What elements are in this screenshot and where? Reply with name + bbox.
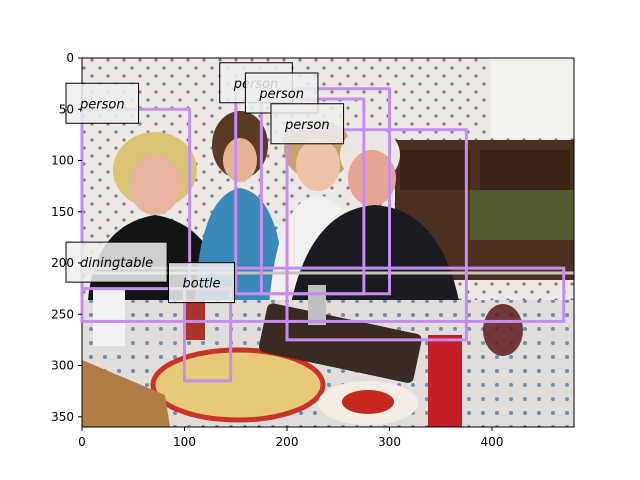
x-axis: 0 100 200 300 400 — [78, 427, 503, 449]
window — [490, 58, 574, 138]
y-tick-label: 0 — [66, 51, 74, 65]
detection-box — [80, 266, 566, 323]
y-tick-label: 100 — [51, 154, 74, 168]
detection-label-text: person — [284, 118, 330, 133]
y-tick-label: 50 — [59, 102, 74, 116]
detection-label-text: person — [79, 97, 125, 112]
tortilla-chips — [150, 347, 326, 423]
y-tick-label: 350 — [51, 410, 74, 424]
detections: personbottlepersonpersonpersondiningtabl… — [65, 62, 566, 383]
candles — [258, 303, 422, 383]
detection-label-box — [65, 241, 168, 283]
detection-label: person — [65, 82, 140, 124]
x-tick-label: 400 — [481, 435, 504, 449]
chair — [82, 360, 170, 427]
y-tick-label: 200 — [51, 256, 74, 270]
bottle — [428, 335, 462, 427]
detection-label-text: bottle — [183, 277, 221, 292]
detection-label: diningtable — [65, 241, 168, 283]
x-tick-label: 300 — [378, 435, 401, 449]
detection-label-box — [168, 262, 236, 304]
wine-glass — [483, 304, 523, 356]
detection-box — [285, 128, 468, 342]
y-tick-label: 250 — [51, 307, 74, 321]
cup — [93, 290, 125, 346]
y-axis: 0 50 100 150 200 250 300 350 — [51, 51, 82, 424]
detection-label-box — [270, 103, 345, 145]
detection-label-text: person — [258, 87, 304, 102]
detection-label: bottle — [168, 262, 236, 304]
x-tick-label: 100 — [173, 435, 196, 449]
detection-label-text: diningtable — [80, 256, 153, 271]
detection-label: person — [270, 103, 345, 145]
x-tick-label: 200 — [276, 435, 299, 449]
y-tick-label: 150 — [51, 205, 74, 219]
y-tick-label: 300 — [51, 359, 74, 373]
x-tick-label: 0 — [78, 435, 86, 449]
detection-label-box — [65, 82, 140, 124]
